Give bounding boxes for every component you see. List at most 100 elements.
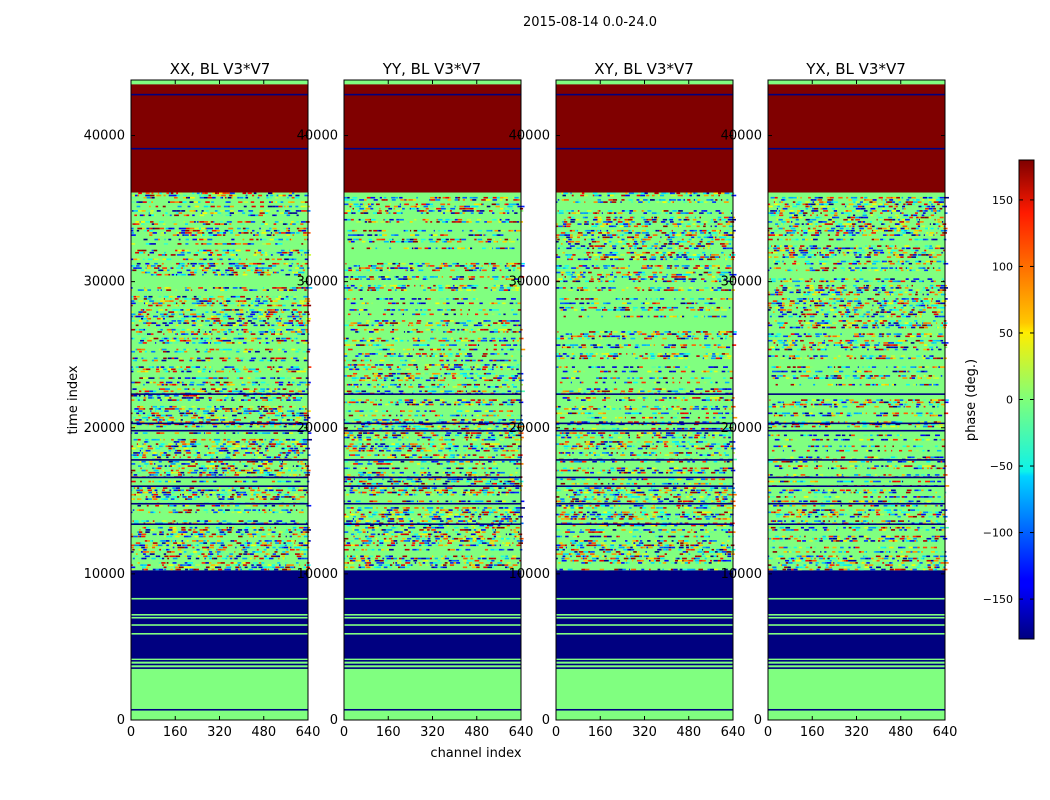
noise-cell [246, 412, 248, 415]
noise-cell [166, 313, 169, 316]
noise-cell [142, 388, 146, 390]
noise-cell [368, 238, 372, 241]
noise-cell [229, 302, 235, 305]
noise-cell [399, 267, 404, 269]
noise-cell [266, 388, 270, 390]
noise-cell [251, 467, 254, 470]
noise-cell [131, 370, 134, 373]
noise-cell [440, 205, 445, 208]
noise-cell [262, 300, 268, 302]
noise-cell [274, 526, 277, 529]
noise-cell [290, 410, 295, 412]
noise-cell [268, 194, 271, 197]
noise-cell [172, 540, 174, 542]
noise-cell [188, 397, 194, 399]
noise-cell [508, 269, 511, 272]
noise-cell [221, 302, 225, 305]
noise-cell [203, 542, 208, 544]
noise-cell [243, 229, 248, 232]
noise-cell [282, 463, 287, 465]
noise-cell [185, 315, 189, 318]
noise-cell [250, 542, 252, 544]
noise-cell [141, 533, 147, 536]
noise-cell [258, 267, 263, 269]
noise-cell [237, 412, 242, 415]
noise-cell [409, 262, 414, 265]
noise-cell [281, 522, 286, 525]
noise-cell [191, 317, 197, 320]
noise-cell [294, 359, 296, 362]
noise-cell [300, 544, 304, 547]
noise-cell [273, 405, 278, 408]
noise-cell [166, 254, 168, 256]
noise-cell [206, 419, 211, 421]
noise-cell [273, 491, 279, 494]
noise-cell [131, 302, 136, 305]
noise-cell [252, 229, 255, 232]
noise-cell [192, 496, 194, 498]
noise-cell [169, 383, 173, 386]
noise-cell [169, 201, 175, 203]
panel-title-xx: XX, BL V3*V7 [170, 60, 271, 78]
noise-cell [147, 540, 151, 542]
noise-cell [300, 551, 304, 553]
noise-cell [208, 535, 214, 538]
noise-cell [365, 207, 371, 210]
noise-cell [137, 258, 140, 261]
noise-cell [273, 238, 279, 241]
noise-cell [200, 491, 205, 494]
noise-cell [195, 564, 201, 566]
noise-cell [176, 496, 180, 498]
noise-cell [508, 229, 511, 232]
noise-cell [472, 199, 477, 201]
noise-cell [177, 315, 181, 318]
noise-cell [152, 366, 154, 368]
noise-cell [199, 383, 205, 386]
noise-cell [298, 322, 304, 324]
noise-cell [215, 271, 217, 274]
noise-cell [165, 315, 169, 318]
noise-cell [276, 474, 281, 476]
noise-cell [262, 212, 265, 214]
noise-cell [389, 284, 394, 287]
noise-row-xx [141, 273, 301, 276]
noise-cell [229, 214, 232, 217]
noise-cell [163, 295, 169, 298]
noise-cell [208, 553, 210, 555]
noise-cell [307, 432, 312, 434]
noise-cell [226, 232, 231, 234]
noise-cell [247, 397, 251, 399]
noise-cell [141, 566, 147, 569]
noise-cell [137, 498, 140, 500]
noise-row-xx [132, 359, 308, 362]
noise-cell [266, 456, 272, 459]
noise-cell [224, 491, 228, 494]
noise-cell [482, 269, 487, 272]
noise-row-xx [143, 238, 309, 241]
noise-cell [199, 300, 204, 302]
noise-cell [230, 309, 232, 311]
noise-cell [478, 212, 483, 214]
noise-cell [283, 546, 289, 549]
noise-cell [257, 337, 262, 340]
noise-cell [204, 456, 208, 459]
noise-cell [175, 333, 177, 335]
noise-cell [253, 555, 259, 558]
noise-cell [210, 309, 213, 311]
noise-cell [198, 416, 201, 419]
noise-cell [239, 566, 242, 569]
noise-cell [291, 441, 295, 443]
noise-cell [225, 467, 228, 470]
noise-cell [160, 410, 163, 412]
noise-cell [168, 548, 170, 551]
noise-cell [268, 553, 270, 555]
noise-cell [286, 368, 289, 371]
noise-cell [222, 496, 225, 498]
noise-row-xx [131, 394, 308, 397]
noise-cell [175, 454, 177, 456]
noise-cell [278, 221, 284, 223]
noise-cell [214, 383, 220, 386]
noise-cell [162, 447, 166, 450]
noise-cell [265, 474, 269, 476]
noise-cell [211, 214, 213, 217]
